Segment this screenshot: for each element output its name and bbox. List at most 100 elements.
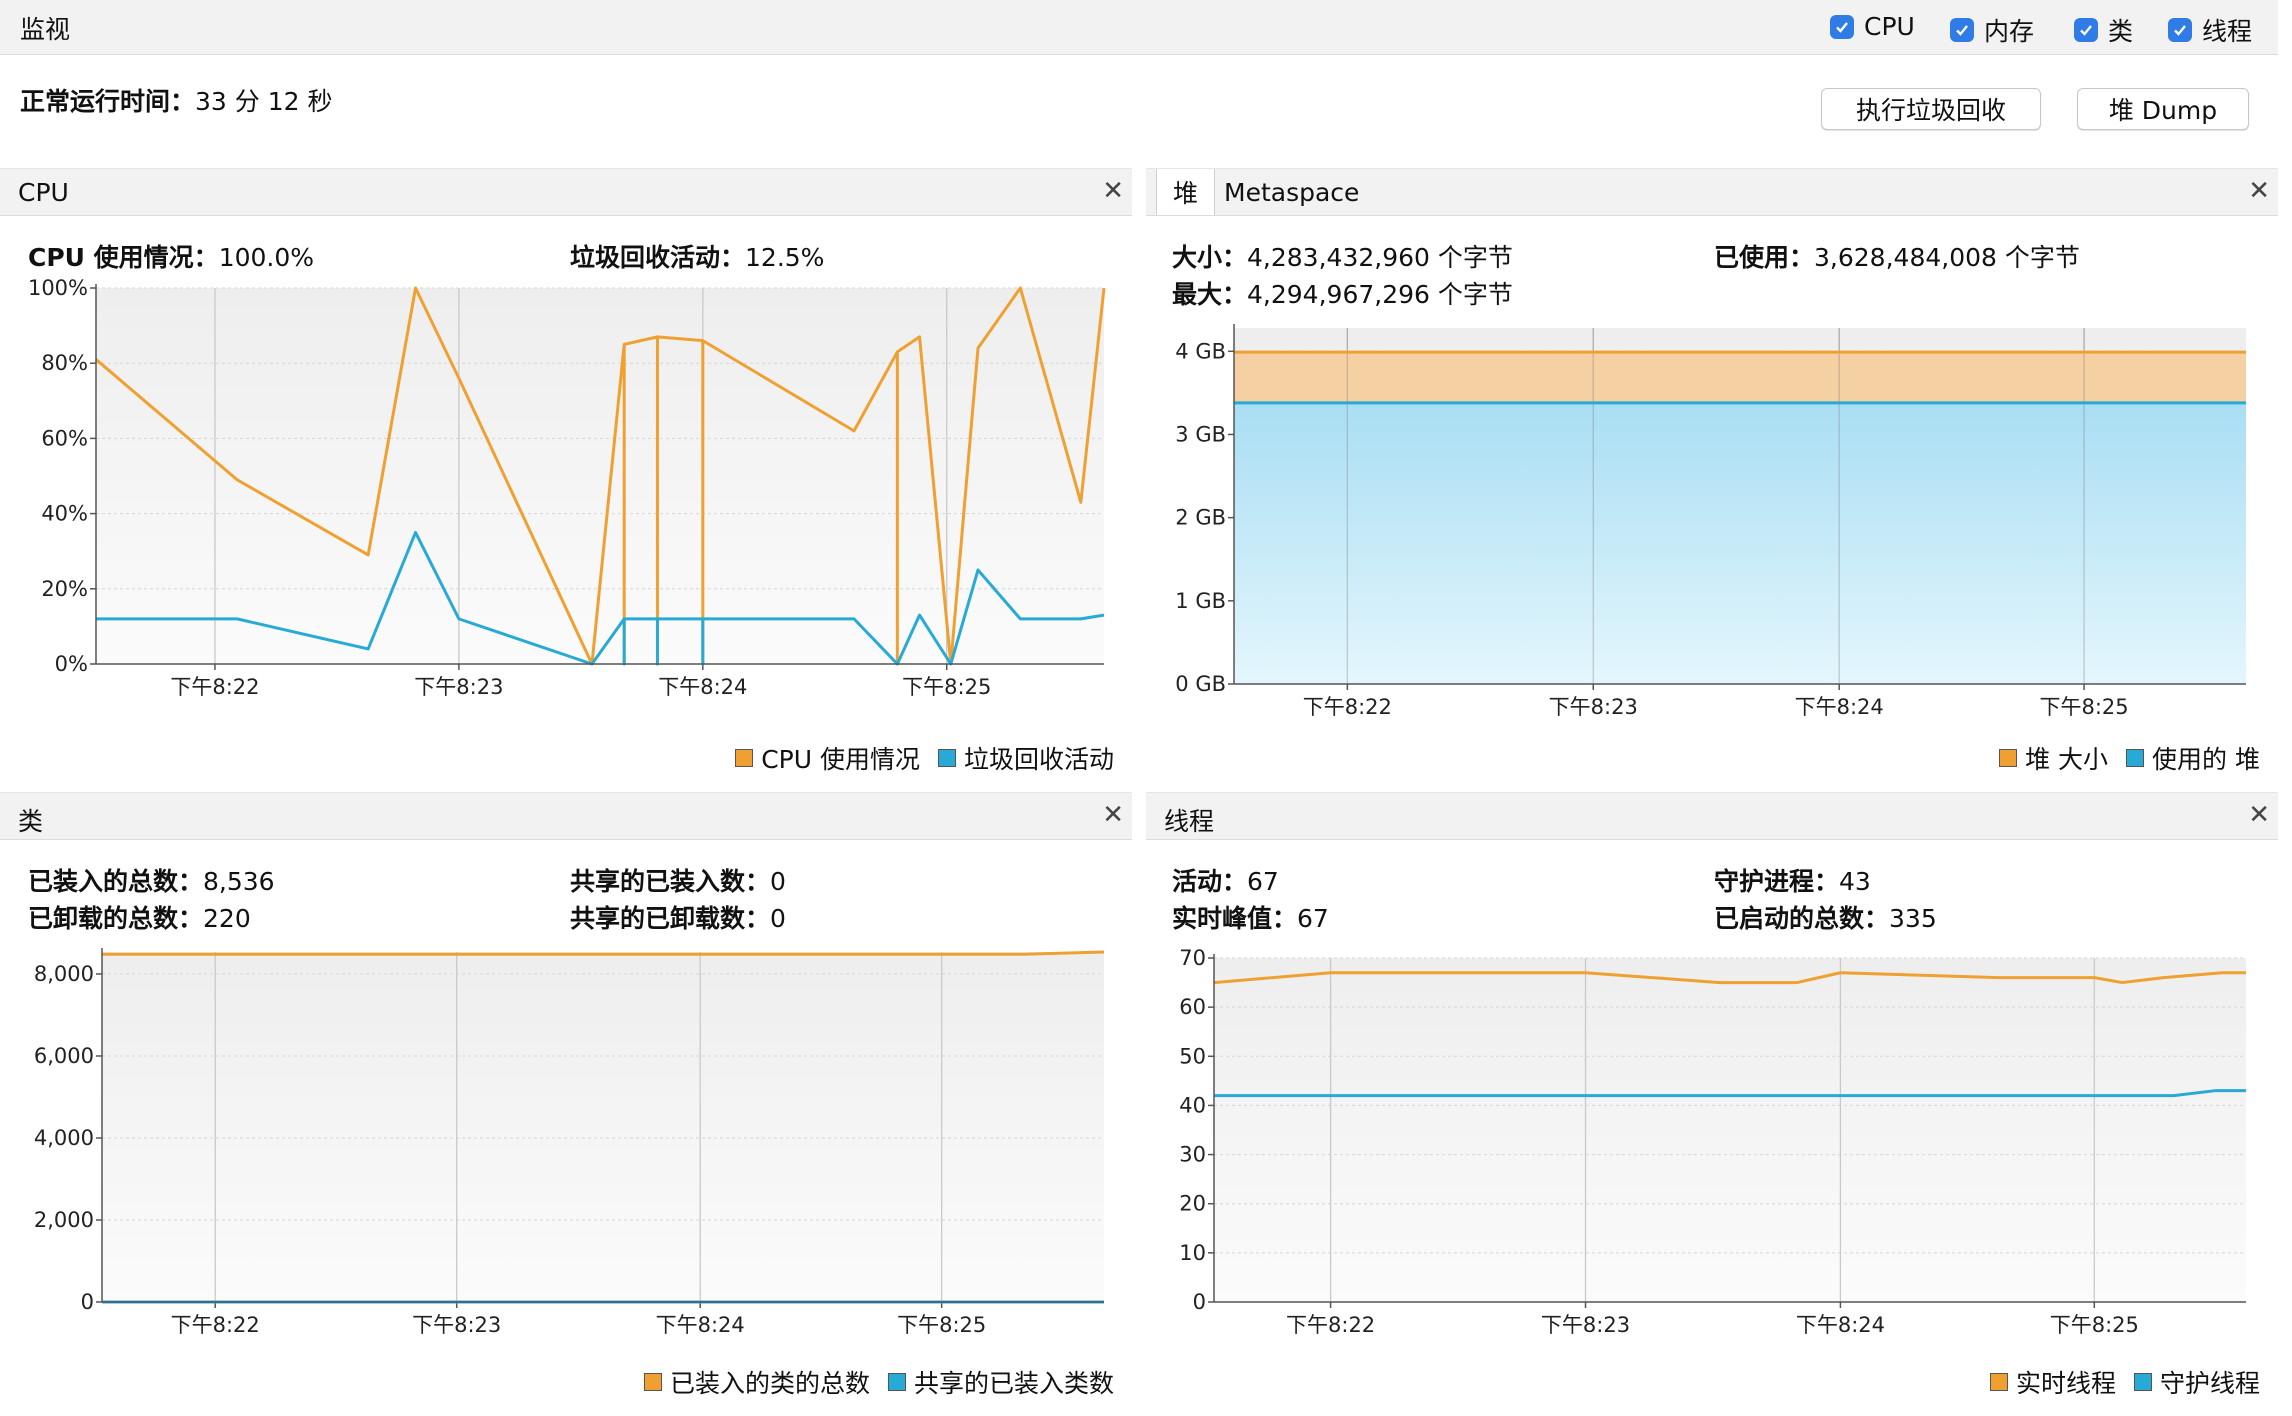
checkbox-checked-icon[interactable] [1830, 14, 1854, 39]
y-tick-label: 60 [1179, 995, 1206, 1019]
toggle-threads-label: 线程 [2202, 17, 2253, 46]
x-tick-label: 下午8:25 [2050, 1313, 2139, 1337]
y-tick-label: 4 GB [1175, 339, 1226, 363]
y-tick-label: 40 [1179, 1093, 1206, 1117]
classes-chart: 0 2,000 4,000 6,000 8,000 下午8:22 下午8:23 下午8:24 下… [34, 948, 1105, 1337]
classes-loaded-stat: 已装入的总数：8,536 [28, 867, 275, 896]
tab-heap[interactable]: 堆 [1156, 169, 1216, 215]
tab-metaspace[interactable]: Metaspace [1224, 177, 1360, 207]
checkbox-checked-icon[interactable] [1950, 18, 1974, 42]
classes-panel-header: 类 ✕ [0, 792, 1132, 840]
heap-legend: 堆 大小 使用的 堆 [1991, 740, 2260, 776]
y-tick-label: 70 [1179, 946, 1206, 970]
y-tick-label: 0 GB [1175, 672, 1226, 696]
y-tick-label: 6,000 [34, 1044, 94, 1068]
legend-swatch-blue [937, 749, 956, 767]
threads-started-stat: 已启动的总数：335 [1714, 904, 1937, 933]
legend-classes-loaded: 已装入的类的总数 [669, 1369, 870, 1398]
close-icon[interactable]: ✕ [2248, 800, 2270, 830]
legend-swatch-orange [1999, 749, 2018, 767]
toggle-classes-label: 类 [2108, 17, 2134, 46]
memory-panel-header: 堆 Metaspace ✕ [1146, 168, 2278, 216]
y-tick-label: 80% [41, 351, 88, 375]
threads-peak-stat: 实时峰值：67 [1172, 904, 1329, 933]
y-tick-label: 30 [1179, 1143, 1206, 1167]
x-tick-label: 下午8:24 [1796, 1313, 1885, 1337]
x-tick-label: 下午8:23 [412, 1313, 501, 1337]
plot-area [1214, 958, 2246, 1302]
classes-panel: 类 ✕ 已装入的总数：8,536 共享的已装入数：0 已卸载的总数：220 共享… [0, 792, 1132, 1410]
legend-swatch-blue [2126, 749, 2145, 767]
x-tick-label: 下午8:24 [656, 1313, 745, 1337]
cpu-panel-header: CPU ✕ [0, 168, 1132, 216]
x-tick-label: 下午8:23 [1541, 1313, 1630, 1337]
series-line-1 [96, 530, 1105, 666]
x-tick-label: 下午8:22 [171, 1313, 260, 1337]
shared-loaded-stat: 共享的已装入数：0 [570, 867, 786, 896]
cpu-panel: CPU ✕ CPU 使用情况：100.0% 垃圾回收活动：12.5% 0% 20%… [0, 168, 1132, 780]
y-tick-label: 100% [28, 276, 88, 300]
y-tick-label: 3 GB [1175, 422, 1226, 446]
monitor-header: 监视 CPU 内存 类 线程 [0, 0, 2278, 55]
cpu-legend: CPU 使用情况 垃圾回收活动 [727, 740, 1114, 776]
y-tick-label: 4,000 [34, 1126, 94, 1150]
x-tick-label: 下午8:25 [902, 675, 991, 699]
legend-swatch-orange [735, 749, 754, 767]
heap-size-stat: 大小：4,283,432,960 个字节 [1172, 243, 1513, 272]
legend-heap-used: 使用的 堆 [2152, 745, 2260, 774]
x-tick-label: 下午8:25 [897, 1313, 986, 1337]
x-tick-label: 下午8:25 [2039, 695, 2128, 719]
y-tick-label: 8,000 [34, 962, 94, 986]
toggle-cpu[interactable]: CPU [1830, 12, 1915, 41]
classes-panel-title: 类 [18, 807, 44, 836]
cpu-usage-stat: CPU 使用情况：100.0% [28, 243, 315, 272]
close-icon[interactable]: ✕ [1102, 800, 1124, 830]
y-tick-label: 50 [1179, 1044, 1206, 1068]
legend-swatch-blue [887, 1373, 906, 1391]
heap-used-stat: 已使用：3,628,484,008 个字节 [1714, 243, 2080, 272]
y-tick-label: 0 [81, 1290, 94, 1314]
heap-chart: 0 GB 1 GB 2 GB 3 GB 4 GB 下午8:22 下午8:23 下午8:24 下午… [1175, 324, 2246, 719]
cpu-panel-title: CPU [18, 178, 69, 207]
x-tick-label: 下午8:23 [414, 675, 503, 699]
series-line-1 [1214, 1089, 2246, 1098]
y-tick-label: 20 [1179, 1192, 1206, 1216]
x-tick-label: 下午8:23 [1549, 695, 1638, 719]
plot-area [96, 288, 1104, 664]
x-tick-label: 下午8:22 [170, 675, 259, 699]
y-tick-label: 0% [55, 652, 88, 676]
toggle-memory-label: 内存 [1984, 17, 2035, 46]
checkbox-checked-icon[interactable] [2168, 18, 2192, 42]
monitor-title: 监视 [20, 15, 71, 44]
threads-panel: 线程 ✕ 活动：67 守护进程：43 实时峰值：67 已启动的总数：335 0 1… [1146, 792, 2278, 1410]
x-tick-label: 下午8:22 [1303, 695, 1392, 719]
legend-gc-activity: 垃圾回收活动 [963, 745, 1114, 774]
memory-panel: 堆 Metaspace ✕ 大小：4,283,432,960 个字节 已使用：3… [1146, 168, 2278, 780]
threads-panel-header: 线程 ✕ [1146, 792, 2278, 840]
y-tick-label: 40% [41, 502, 88, 526]
heap-max-stat: 最大：4,294,967,296 个字节 [1172, 280, 1513, 309]
heap-used-area [1234, 402, 2246, 684]
legend-live-threads: 实时线程 [2015, 1369, 2116, 1398]
uptime: 正常运行时间：33 分 12 秒 [20, 82, 332, 118]
y-tick-label: 20% [41, 577, 88, 601]
classes-unloaded-stat: 已卸载的总数：220 [28, 904, 251, 933]
toggle-memory[interactable]: 内存 [1950, 12, 2034, 48]
heap-dump-button[interactable]: 堆 Dump [2077, 88, 2249, 130]
legend-heap-size: 堆 大小 [2025, 745, 2109, 774]
checkbox-checked-icon[interactable] [2074, 18, 2098, 42]
x-tick-label: 下午8:24 [658, 675, 747, 699]
uptime-label: 正常运行时间： [20, 87, 196, 116]
toggle-threads[interactable]: 线程 [2168, 12, 2252, 48]
threads-chart: 0 10 20 30 40 50 60 70 下午8:22 下午8:23 下午8:24 下午8:25 [1179, 946, 2246, 1337]
threads-legend: 实时线程 守护线程 [1982, 1364, 2260, 1400]
y-tick-label: 60% [41, 426, 88, 450]
toggle-classes[interactable]: 类 [2074, 12, 2133, 48]
threads-panel-title: 线程 [1164, 807, 1215, 836]
close-icon[interactable]: ✕ [1102, 176, 1124, 206]
series-line-0 [1213, 971, 2246, 985]
perform-gc-button[interactable]: 执行垃圾回收 [1821, 88, 2041, 130]
legend-cpu-usage: CPU 使用情况 [761, 745, 920, 774]
legend-shared-loaded: 共享的已装入类数 [913, 1369, 1114, 1398]
close-icon[interactable]: ✕ [2248, 176, 2270, 206]
